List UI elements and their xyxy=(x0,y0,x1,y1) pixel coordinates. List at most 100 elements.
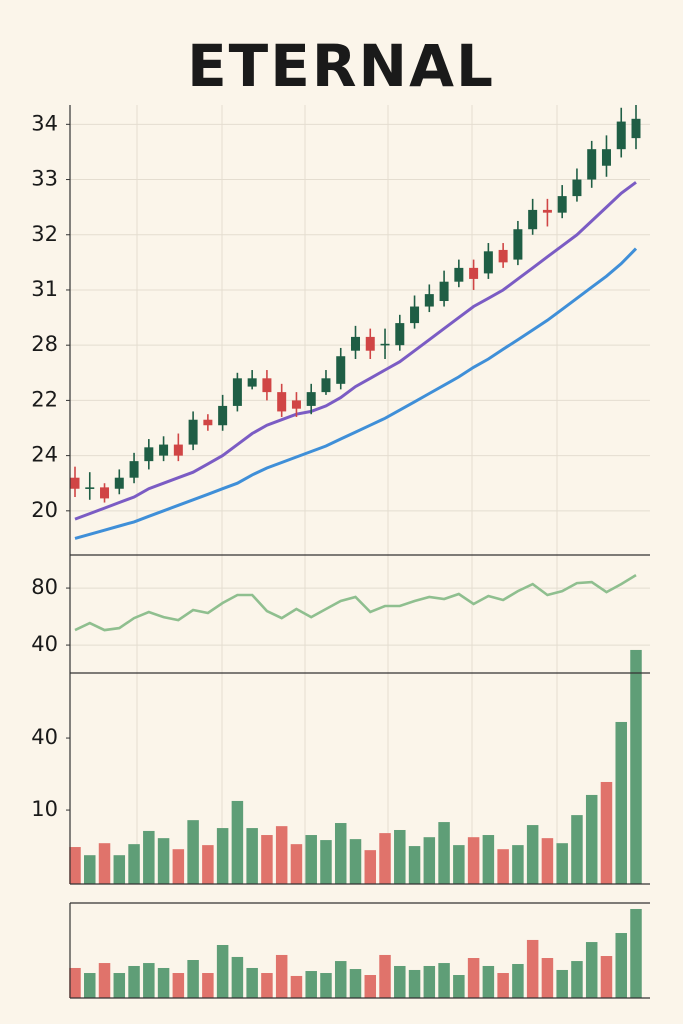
bar xyxy=(98,843,111,884)
bar xyxy=(334,823,347,884)
candle-body xyxy=(70,477,80,489)
bar xyxy=(113,973,126,998)
bar xyxy=(438,822,450,884)
candle-body xyxy=(424,294,434,307)
y-tick-label: 32 xyxy=(31,222,58,246)
bar xyxy=(143,963,155,998)
moving-average xyxy=(74,247,638,540)
bar xyxy=(379,954,391,998)
bar xyxy=(231,956,244,998)
bar xyxy=(630,649,642,884)
bar xyxy=(585,794,598,884)
bar xyxy=(467,958,480,998)
bar xyxy=(379,833,391,884)
candle-body xyxy=(277,392,287,412)
bar xyxy=(84,973,96,998)
bar xyxy=(187,820,199,884)
candle-body xyxy=(291,400,301,409)
candle-body xyxy=(469,267,479,279)
bar xyxy=(113,855,126,884)
candle-body xyxy=(557,196,567,213)
bar xyxy=(69,847,81,884)
bar xyxy=(349,969,362,998)
bar xyxy=(482,835,495,884)
candle-body xyxy=(129,461,139,478)
bar xyxy=(216,828,229,884)
candle-body xyxy=(336,356,346,384)
bar xyxy=(482,965,495,998)
candle-body xyxy=(616,121,626,150)
bar xyxy=(512,963,524,998)
bar xyxy=(408,846,421,884)
bar xyxy=(512,845,524,884)
bar xyxy=(275,954,288,998)
candle-body xyxy=(262,378,272,393)
y-tick-label: 31 xyxy=(31,277,58,301)
bar xyxy=(497,973,509,998)
bar xyxy=(202,845,214,884)
bar xyxy=(231,800,244,884)
bar xyxy=(187,960,199,998)
candle-body xyxy=(498,249,508,263)
bar xyxy=(349,839,362,884)
bar xyxy=(69,967,81,998)
y-tick-label: 28 xyxy=(31,332,58,356)
bar xyxy=(157,967,170,998)
bar xyxy=(320,840,332,884)
candle-body xyxy=(218,405,228,426)
candle-body xyxy=(321,378,331,393)
y-tick-label: 22 xyxy=(31,387,58,411)
bar xyxy=(497,849,509,884)
bar xyxy=(541,838,554,884)
bar xyxy=(172,973,185,998)
candle-body xyxy=(232,378,242,406)
bar xyxy=(320,973,332,998)
y-tick-label: 34 xyxy=(31,111,58,135)
candle-body xyxy=(159,444,169,456)
bar xyxy=(143,830,155,884)
bar xyxy=(394,965,406,998)
candle-body xyxy=(483,251,493,274)
candle-body xyxy=(601,149,611,166)
bar xyxy=(526,825,539,884)
candle-body xyxy=(173,444,183,456)
y-tick-label: 80 xyxy=(31,575,58,599)
bar xyxy=(305,835,317,884)
candle-body xyxy=(380,343,390,346)
bar xyxy=(305,971,317,998)
bar xyxy=(261,835,273,884)
candle-body xyxy=(247,378,257,387)
bar xyxy=(423,837,436,884)
bar xyxy=(615,933,627,998)
bar xyxy=(290,844,303,884)
bar xyxy=(600,781,613,884)
bar xyxy=(453,845,465,884)
bar xyxy=(290,975,303,998)
candle-body xyxy=(395,323,405,346)
bar xyxy=(423,965,436,998)
bar xyxy=(394,829,406,884)
candle-body xyxy=(85,487,95,489)
bar xyxy=(571,815,583,884)
candle-body xyxy=(528,209,538,230)
bar xyxy=(364,975,377,998)
bar xyxy=(630,908,642,998)
bar xyxy=(261,973,273,998)
bar xyxy=(556,969,568,998)
bar xyxy=(98,963,111,998)
candle-body xyxy=(542,209,552,213)
candle-body xyxy=(365,336,375,351)
candle-body xyxy=(410,306,420,324)
y-tick-label: 10 xyxy=(31,797,58,821)
y-tick-label: 40 xyxy=(31,632,58,656)
bar xyxy=(216,944,229,998)
y-tick-label: 40 xyxy=(31,725,58,749)
bar xyxy=(246,967,258,998)
y-tick-label: 33 xyxy=(31,167,58,191)
bar xyxy=(556,843,568,884)
bar xyxy=(408,969,421,998)
bar xyxy=(157,838,170,884)
candle-body xyxy=(513,229,523,260)
oscillator-line xyxy=(74,573,637,632)
